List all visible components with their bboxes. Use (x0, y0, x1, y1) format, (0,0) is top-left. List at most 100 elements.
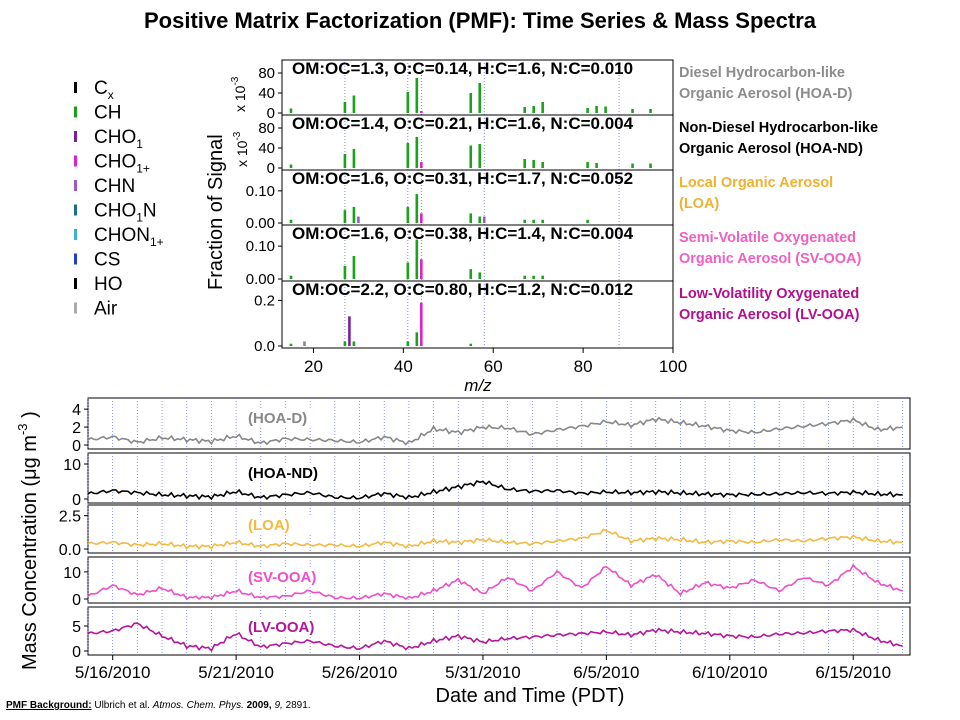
spectrum-bar-mz18 (303, 341, 306, 346)
spectrum-bar-mz58 (482, 216, 486, 223)
timeseries-ytick-label: 4 (72, 402, 81, 419)
spectrum-ytick-label: 40 (258, 140, 275, 157)
mass-spectra-panels: 80 40 0 OM:OC=1.3, O:C=0.14, H:C=1.6, N:C=0… (205, 59, 878, 395)
spectrum-bar-mz81 (586, 108, 589, 113)
spectrum-ratio-text: OM:OC=1.3, O:C=0.14, H:C=1.6, N:C=0.010 (292, 59, 633, 78)
timeseries-trace (87, 480, 903, 501)
spectrum-bar-mz29 (352, 95, 356, 113)
timeseries-xtick-label: 6/10/2010 (692, 663, 768, 682)
spectrum-ytick-label: 0 (267, 160, 275, 177)
spectrum-bar-mz27 (343, 154, 347, 168)
spectrum-bar-mz27 (343, 102, 347, 113)
spectrum-bar-mz15 (289, 219, 293, 223)
spectrum-scale-label: x 10-3 (232, 131, 250, 167)
spectrum-bar-mz41 (406, 262, 410, 279)
time-series-panels: 420(HOA-D)100(HOA-ND)2.50.0(LOA)100(SV-O… (15, 397, 911, 707)
spectrum-ratio-text: OM:OC=2.2, O:C=0.80, H:C=1.2, N:C=0.012 (292, 280, 633, 299)
timeseries-ytick-label: 0.0 (59, 542, 81, 559)
spectrum-ratio-text: OM:OC=1.4, O:C=0.21, H:C=1.6, N:C=0.004 (292, 114, 634, 133)
legend-label-6: CHON1+ (94, 225, 164, 249)
timeseries-xtick-label: 6/15/2010 (815, 663, 891, 682)
factor-label-hoa-nd: Non-Diesel Hydrocarbon-like Organic Aeros… (679, 120, 878, 157)
spectrum-bar-mz57 (478, 216, 482, 223)
spectrum-bar-mz41 (406, 341, 410, 346)
spectrum-xtick-label: 20 (304, 357, 323, 376)
spectrum-ytick-label: 0.00 (246, 215, 275, 232)
timeseries-ylabel: Mass Concentration (μg m-3 ) (15, 411, 41, 670)
legend-swatch-2 (74, 131, 77, 142)
timeseries-label-bg (244, 567, 334, 587)
spectrum-bar-mz15 (289, 108, 293, 113)
spectrum-bar-mz71 (541, 275, 544, 279)
citation-pages: 2891. (285, 700, 311, 711)
legend-label-3: CHO1+ (94, 152, 150, 176)
citation-year: 2009, (246, 700, 272, 711)
timeseries-panel-2: 10 0 (HOA-ND) (63, 452, 911, 509)
spectrum-bar-mz69 (532, 106, 535, 113)
spectrum-bar-mz29 (352, 149, 356, 168)
spectrum-bar-mz55 (469, 343, 473, 346)
spectrum-xlabel: m/z (464, 376, 492, 395)
legend-swatch-1 (74, 106, 77, 118)
spectrum-frame (281, 280, 674, 349)
spectrum-ytick-label: 0.10 (246, 183, 275, 200)
spectrum-ytick-label: 0.2 (254, 292, 275, 309)
spectrum-ytick-label: 0.10 (246, 238, 275, 255)
spectrum-xtick-label: 40 (394, 357, 413, 376)
spectrum-ytick-label: 0 (267, 105, 275, 122)
spectrum-bar-mz69 (532, 160, 535, 168)
timeseries-series-label: (HOA-D) (248, 410, 307, 427)
timeseries-series-label: (HOA-ND) (248, 465, 318, 482)
spectrum-bar-mz44 (420, 111, 423, 113)
factor-label-sv-ooa: Semi-Volatile Oxygenated Organic Aerosol … (679, 230, 862, 267)
factor-label-hoa-d: Diesel Hydrocarbon-like Organic Aerosol (… (679, 65, 853, 102)
timeseries-xlabel: Date and Time (PDT) (436, 685, 625, 707)
spectrum-bar-mz44 (420, 162, 423, 168)
spectrum-bar-mz41 (406, 206, 410, 223)
spectrum-panel-hoa-d: 80 40 0 OM:OC=1.3, O:C=0.14, H:C=1.6, N:C=0… (230, 59, 853, 122)
citation-volume: 9, (274, 700, 283, 711)
spectrum-bar-mz85 (604, 106, 607, 113)
spectrum-bar-mz43 (415, 78, 419, 113)
spectrum-bar-mz81 (586, 162, 589, 168)
spectrum-bar-mz57 (478, 144, 482, 168)
timeseries-xtick-label: 5/21/2010 (198, 663, 274, 682)
spectrum-bar-mz55 (469, 269, 473, 279)
timeseries-xtick-label: 5/26/2010 (322, 663, 398, 682)
spectrum-bar-mz43 (415, 239, 419, 279)
legend-label-9: Air (94, 299, 118, 320)
timeseries-ytick-label: 0 (72, 438, 81, 455)
spectrum-bar-mz29 (352, 341, 356, 346)
spectrum-panel-lv-ooa: 0.2 0.0 OM:OC=2.2, O:C=0.80, H:C=1.2, N:C=… (254, 280, 859, 355)
timeseries-trace (87, 622, 903, 653)
timeseries-ytick-label: 0 (72, 492, 81, 509)
timeseries-ytick-label: 5 (72, 619, 81, 636)
spectrum-bar-mz83 (595, 163, 598, 168)
legend-swatch-7 (74, 253, 77, 265)
spectrum-panel-hoa-nd: 80 40 0 OM:OC=1.4, O:C=0.21, H:C=1.6, N:C=0… (232, 114, 878, 177)
timeseries-xtick-label: 5/31/2010 (445, 663, 521, 682)
spectrum-xtick-label: 80 (574, 357, 593, 376)
legend-swatch-3 (74, 155, 77, 167)
spectrum-bar-mz43 (415, 137, 419, 168)
spectrum-panel-sv-ooa: 0.10 0.00 OM:OC=1.6, O:C=0.38, H:C=1.4, N:… (246, 224, 862, 288)
spectrum-bar-mz43 (415, 194, 419, 223)
spectrum-ytick-label: 80 (258, 65, 275, 82)
timeseries-xtick-label: 6/5/2010 (573, 663, 639, 682)
legend-label-4: CHN (94, 176, 135, 197)
spectrum-bar-mz29 (352, 206, 356, 223)
spectrum-ytick-label: 0.0 (254, 338, 275, 355)
timeseries-series-label: (LV-OOA) (248, 619, 314, 636)
spectrum-bar-mz41 (406, 143, 410, 168)
spectrum-ytick-label: 80 (258, 120, 275, 137)
spectrum-bar-mz81 (586, 219, 589, 223)
spectrum-bar-mz44 (420, 213, 423, 223)
legend-label-5: CHO1N (94, 201, 157, 225)
spectrum-bar-mz67 (523, 219, 526, 223)
spectrum-bar-mz67 (523, 159, 526, 168)
legend-label-0: Cx (94, 78, 114, 102)
spectrum-bar-mz55 (469, 93, 473, 113)
spectrum-bar-mz27 (343, 210, 347, 223)
spectrum-bar-mz15 (289, 275, 293, 279)
legend-swatch-4 (74, 180, 77, 191)
